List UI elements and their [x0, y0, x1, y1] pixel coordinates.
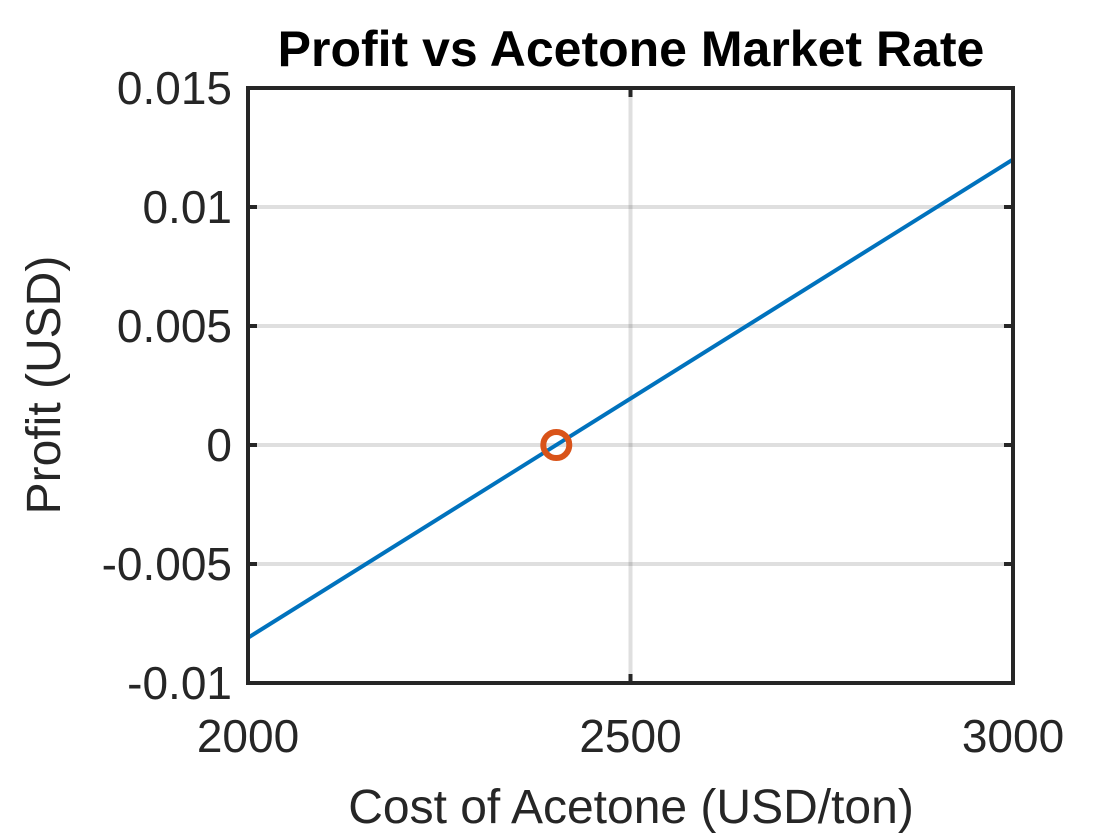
y-tick-label: 0.005: [117, 300, 232, 352]
chart-title: Profit vs Acetone Market Rate: [278, 21, 985, 77]
x-tick-label: 3000: [962, 710, 1064, 762]
x-tick-label: 2000: [197, 710, 299, 762]
x-tick-labels: 2000 2500 3000: [197, 710, 1064, 762]
y-tick-label: 0.015: [117, 62, 232, 114]
series-layer: [246, 157, 1015, 640]
profit-line: [246, 157, 1015, 640]
x-axis-label: Cost of Acetone (USD/ton): [348, 781, 914, 834]
y-tick-label: -0.01: [127, 657, 232, 709]
y-tick-labels: -0.01 -0.005 0 0.005 0.01 0.015: [102, 62, 232, 709]
grid: [248, 88, 1013, 683]
tick-marks: [246, 86, 1015, 685]
y-tick-label: 0: [206, 419, 232, 471]
x-tick-label: 2500: [579, 710, 681, 762]
break-even-marker: [540, 429, 573, 461]
y-tick-label: 0.01: [142, 181, 232, 233]
y-axis-label: Profit (USD): [18, 256, 71, 515]
y-tick-label: -0.005: [102, 538, 232, 590]
